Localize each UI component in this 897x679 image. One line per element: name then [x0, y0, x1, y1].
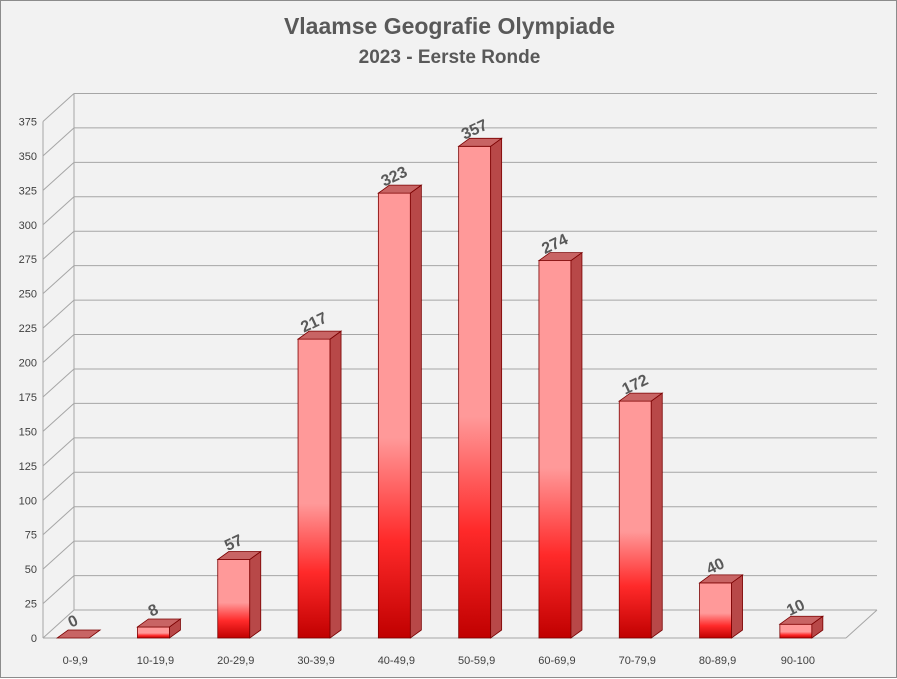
- y-tick-label: 200: [19, 358, 37, 370]
- y-tick-label: 175: [19, 392, 37, 404]
- y-tick-label: 125: [19, 461, 37, 473]
- bars: [55, 137, 825, 639]
- bar: [216, 550, 262, 639]
- x-axis-ticks: 0-9,9 10-19,9 20-29,9 30-39,9 40-49,9 50-59,9…: [63, 655, 815, 667]
- y-tick-label: 0: [31, 633, 37, 645]
- y-tick-label: 375: [19, 117, 37, 129]
- y-tick-label: 325: [19, 185, 37, 197]
- y-tick-label: 100: [19, 495, 37, 507]
- bar-side: [650, 392, 663, 639]
- gridline-diagonal: [42, 437, 75, 467]
- y-tick-label: 75: [25, 530, 37, 542]
- data-label: 40: [704, 555, 727, 578]
- bar-top: [537, 252, 584, 262]
- bar-top: [55, 629, 102, 639]
- bar-top: [778, 615, 825, 625]
- x-tick-label: 20-29,9: [217, 655, 254, 667]
- gridline-diagonal: [42, 93, 75, 122]
- y-tick-label: 250: [19, 289, 37, 301]
- bar: [377, 184, 423, 639]
- data-label: 8: [146, 601, 161, 620]
- bar: [618, 392, 664, 639]
- gridline-diagonal: [42, 609, 75, 639]
- bar-side: [249, 550, 262, 639]
- y-tick-label: 350: [19, 151, 37, 163]
- bar: [457, 137, 503, 639]
- bar-front: [217, 559, 251, 639]
- chart-title: Vlaamse Geografie Olympiade: [283, 13, 616, 39]
- bar: [55, 629, 102, 639]
- bar-front: [779, 623, 813, 639]
- bar-top: [457, 137, 503, 147]
- bar: [136, 618, 182, 639]
- gridline-diagonal: [42, 299, 75, 329]
- gridline-diagonal: [42, 506, 75, 536]
- bar-top: [216, 551, 262, 560]
- x-tick-label: 70-79,9: [619, 655, 656, 667]
- bar-front: [618, 400, 652, 639]
- bar-front: [377, 192, 411, 639]
- bar: [698, 574, 744, 639]
- y-tick-label: 50: [25, 564, 37, 576]
- bar-top: [377, 184, 423, 194]
- y-tick-label: 275: [19, 254, 37, 266]
- gridline-diagonal: [42, 196, 75, 226]
- gridline-diagonal: [42, 127, 75, 157]
- data-label: 10: [784, 597, 807, 620]
- bar-side: [570, 251, 583, 639]
- bar-front: [297, 338, 331, 639]
- bar: [296, 330, 343, 639]
- y-tick-label: 300: [19, 220, 37, 232]
- bar-front: [458, 145, 492, 639]
- floor-right-edge: [845, 609, 878, 639]
- y-tick-label: 225: [19, 323, 37, 335]
- bar-side: [329, 330, 342, 639]
- chart-subtitle: 2023 - Eerste Ronde: [358, 47, 541, 68]
- bar-side: [490, 137, 503, 639]
- bar: [537, 251, 584, 639]
- x-tick-label: 60-69,9: [538, 655, 575, 667]
- gridline-diagonal: [42, 368, 75, 398]
- gridline-diagonal: [42, 540, 75, 570]
- bar-side: [409, 184, 422, 639]
- data-label: 57: [222, 532, 245, 555]
- y-axis-ticks: 0 25 50 75 100 125 150 175 200 225 250 275 300 325 350…: [19, 117, 37, 646]
- y-tick-label: 150: [19, 426, 37, 438]
- x-tick-label: 30-39,9: [297, 655, 334, 667]
- bar-front: [538, 260, 572, 639]
- gridline-diagonal: [42, 471, 75, 501]
- bar-top: [296, 330, 343, 340]
- bar-front: [699, 582, 732, 639]
- gridline-diagonal: [42, 161, 75, 191]
- x-tick-label: 80-89,9: [699, 655, 736, 667]
- bar-side: [731, 574, 743, 639]
- x-tick-label: 40-49,9: [378, 655, 415, 667]
- gridline-diagonal: [42, 403, 75, 432]
- gridline-diagonal: [42, 334, 75, 363]
- gridline-diagonal: [42, 265, 75, 295]
- gridline-diagonal: [42, 575, 75, 604]
- x-tick-label: 10-19,9: [137, 655, 174, 667]
- y-tick-label: 25: [25, 599, 37, 611]
- x-tick-label: 0-9,9: [63, 655, 88, 667]
- x-tick-label: 90-100: [781, 655, 815, 667]
- gridline-diagonal: [42, 230, 75, 260]
- data-label: 0: [66, 612, 81, 631]
- bar-top: [698, 574, 744, 584]
- bar-top: [136, 618, 182, 628]
- bar-front: [137, 626, 170, 639]
- x-tick-label: 50-59,9: [458, 655, 495, 667]
- bar: [778, 615, 825, 639]
- bar-top: [618, 392, 664, 402]
